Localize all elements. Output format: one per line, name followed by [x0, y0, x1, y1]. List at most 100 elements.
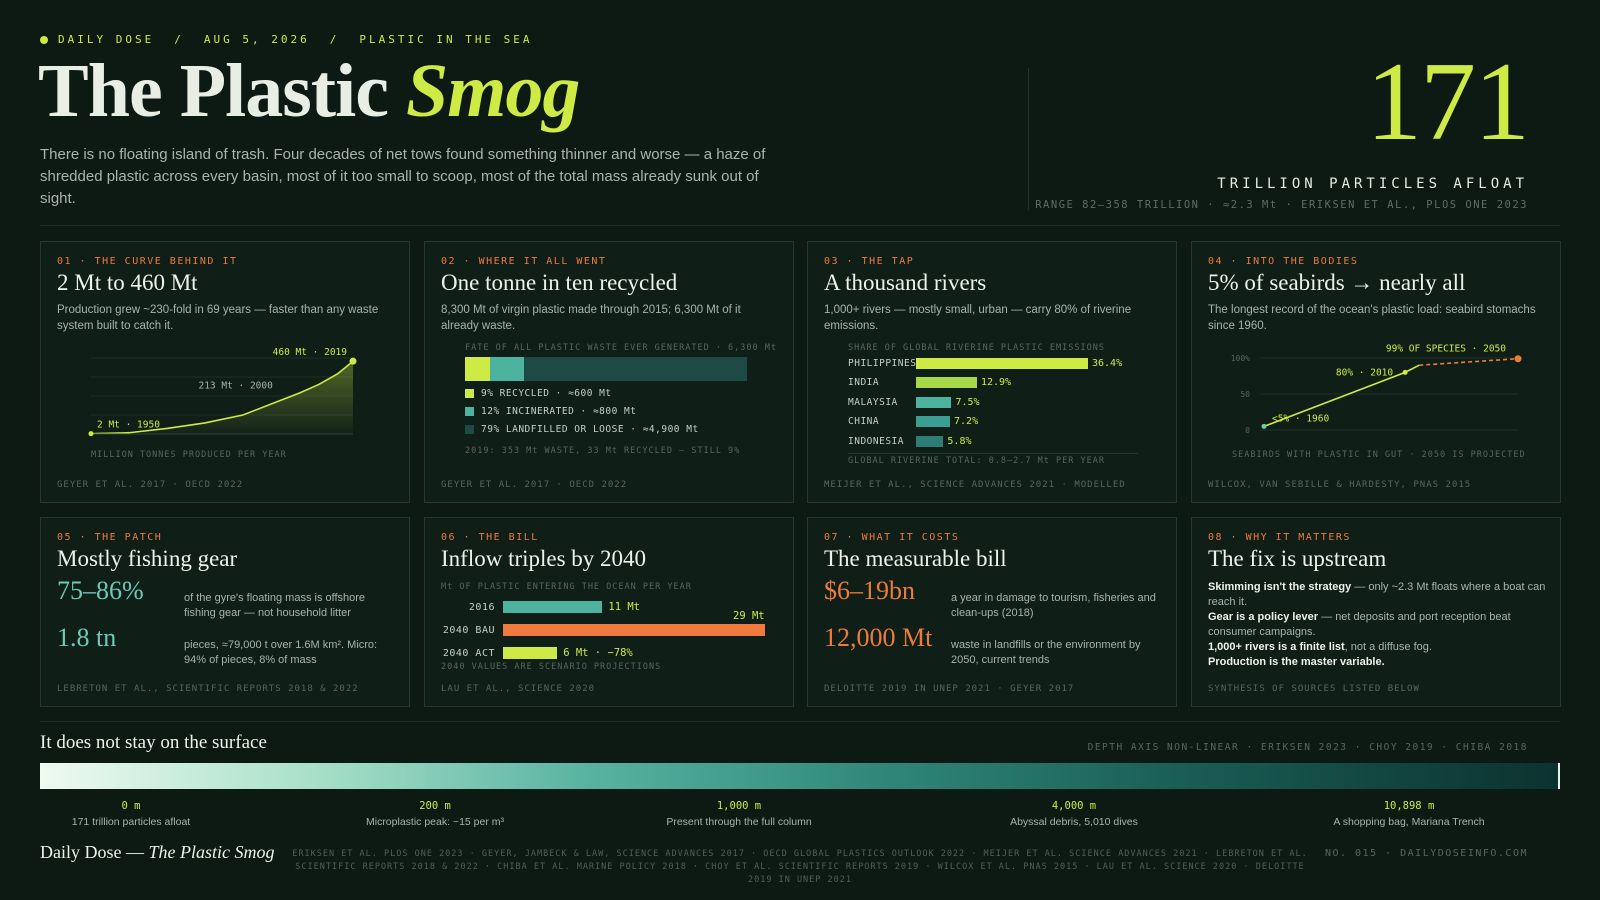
bar-row: 2016 11 Mt [441, 600, 640, 614]
legend-item: 79% LANDFILLED OR LOOSE · ≈4,900 Mt [465, 424, 699, 435]
card-source: GEYER ET AL. 2017 · OECD 2022 [441, 480, 628, 490]
bar-label: MALAYSIA [848, 396, 898, 408]
depth-tick: 1,000 m Present through the full column [666, 800, 812, 828]
card-rivers: 03 · THE TAP A thousand rivers 1,000+ ri… [807, 241, 1177, 503]
bar-label: CHINA [848, 416, 880, 427]
stat-desc: of the gyre's floating mass is offshore … [184, 592, 366, 619]
legend-item: 12% INCINERATED · ≈800 Mt [465, 406, 637, 417]
bar-label: 2016 [468, 601, 495, 613]
chart-note: 2019: 353 Mt WASTE, 33 Mt RECYCLED — STI… [465, 446, 741, 456]
footer-brand: Daily Dose — The Plastic Smog [40, 842, 275, 862]
card-bill: 06 · THE BILL Inflow triples by 2040 Mt … [424, 517, 794, 707]
chart-note: 2040 VALUES ARE SCENARIO PROJECTIONS [441, 662, 662, 672]
bar-row: PHILIPPINES 36.4% [848, 357, 1122, 369]
stat-desc: pieces, ≈79,000 t over 1.6M km². Micro: … [184, 639, 378, 666]
kicker-date: AUG 5, 2026 [203, 33, 310, 46]
card-patch: 05 · THE PATCH Mostly fishing gear 75–86… [40, 517, 410, 707]
card-title: 2 Mt to 460 Mt [57, 270, 198, 295]
card-kicker: 07 · WHAT IT COSTS [824, 532, 960, 543]
area-fill [91, 361, 353, 434]
axis-label: SEABIRDS WITH PLASTIC IN GUT · 2050 IS P… [1232, 450, 1526, 460]
annotation: 80% · 2010 [1336, 367, 1393, 378]
kicker-separator: / [329, 33, 340, 46]
stack-segment [465, 357, 491, 381]
kicker-series: DAILY DOSE [58, 33, 155, 46]
stat-damage: $6–19bn [824, 576, 915, 605]
depth-title: It does not stay on the surface [40, 732, 267, 753]
title-main: The Plastic [38, 49, 406, 133]
card-kicker: 01 · THE CURVE BEHIND IT [57, 256, 238, 267]
card-seabirds: 04 · INTO THE BODIES 5% of seabirds → ne… [1191, 241, 1561, 503]
depth-gradient [40, 763, 1560, 789]
bar [503, 601, 603, 613]
fate-stacked-bar [465, 357, 747, 381]
annotation: 99% OF SPECIES · 2050 [1386, 344, 1506, 355]
card-title: A thousand rivers [824, 270, 987, 295]
data-point [1402, 369, 1408, 375]
bar-value: 6 Mt · −78% [563, 647, 633, 659]
card-source: LEBRETON ET AL., SCIENTIFIC REPORTS 2018… [57, 684, 359, 694]
hero-number-source: RANGE 82–358 TRILLION · ≈2.3 Mt · ERIKSE… [1035, 199, 1528, 211]
annotation: 2 Mt · 1950 [97, 420, 160, 431]
stack-segment [524, 357, 747, 381]
data-point [349, 357, 357, 365]
card-title: The fix is upstream [1208, 546, 1387, 571]
bar-row: CHINA 7.2% [848, 416, 978, 428]
tick-label: 0 [1245, 426, 1250, 435]
hero-number: 171 [1366, 40, 1530, 164]
seabird-line-chart: 100% 50 0 <5% · 1960 80% · 2010 99% OF SPECIE… [1231, 344, 1522, 435]
depth-tick: 200 m Microplastic peak: ~15 per m³ [365, 800, 504, 828]
bar-value: 36.4% [1092, 357, 1123, 369]
chart-note: GLOBAL RIVERINE TOTAL: 0.8–2.7 Mt PER YE… [848, 456, 1105, 466]
annotation: <5% · 1960 [1272, 413, 1329, 424]
card-fix: 08 · WHY IT MATTERS The fix is upstream … [1191, 517, 1561, 707]
card-kicker: 08 · WHY IT MATTERS [1208, 532, 1351, 543]
area-line [90, 360, 354, 435]
footer-issue: NO. 015 · DAILYDOSEINFO.COM [1324, 848, 1528, 859]
bar-label: PHILIPPINES [848, 357, 917, 369]
point: Gear is a policy lever — net deposits an… [1208, 611, 1511, 638]
card-source: LAU ET AL., SCIENCE 2020 [441, 684, 596, 694]
bar-label: INDONESIA [848, 435, 904, 447]
chart-title: Mt OF PLASTIC ENTERING THE OCEAN PER YEA… [441, 582, 692, 592]
kicker-topic: PLASTIC IN THE SEA [359, 33, 533, 46]
tick-label: 50 [1240, 390, 1250, 399]
data-point [1514, 355, 1522, 363]
legend-label: 12% INCINERATED · ≈800 Mt [481, 406, 637, 417]
card-kicker: 04 · INTO THE BODIES [1208, 256, 1359, 267]
bar-value: 7.5% [955, 396, 980, 408]
axis-label: MILLION TONNES PRODUCED PER YEAR [91, 450, 287, 460]
legend-swatch [465, 389, 474, 398]
live-dot-icon [40, 35, 48, 44]
card-source: GEYER ET AL. 2017 · OECD 2022 [57, 480, 244, 490]
bar-value: 7.2% [954, 416, 979, 427]
bar-value: 11 Mt [608, 601, 640, 613]
stat-desc: a year in damage to tourism, fisheries a… [951, 592, 1156, 619]
card-desc: 8,300 Mt of virgin plastic made through … [441, 304, 741, 332]
card-title: One tonne in ten recycled [441, 270, 678, 295]
card-source: WILCOX, VAN SEBILLE & HARDESTY, PNAS 201… [1208, 480, 1472, 490]
bar-row: MALAYSIA 7.5% [848, 396, 980, 408]
footer-citations: ERIKSEN ET AL. PLOS ONE 2023 · GEYER, JA… [292, 849, 1308, 885]
card-title: Inflow triples by 2040 [441, 546, 647, 571]
bar-row: INDIA 12.9% [848, 377, 1011, 389]
kicker: DAILY DOSE / AUG 5, 2026 / PLASTIC IN TH… [40, 33, 533, 46]
card-title: The measurable bill [824, 546, 1007, 571]
stack-segment [490, 357, 525, 381]
card-desc: 1,000+ rivers — mostly small, urban — ca… [824, 304, 1132, 332]
annotation: 213 Mt · 2000 [198, 380, 273, 391]
annotation: 460 Mt · 2019 [273, 347, 348, 358]
tick-label: 100% [1231, 354, 1250, 363]
bar [916, 377, 977, 388]
bar [503, 624, 765, 636]
bar-value: 5.8% [947, 435, 972, 447]
title-accent: Smog [405, 49, 580, 133]
card-source: DELOITTE 2019 IN UNEP 2021 · GEYER 2017 [824, 684, 1075, 694]
point: 1,000+ rivers is a finite list, not a di… [1208, 641, 1432, 653]
depth-tick: 0 m 171 trillion particles afloat [71, 800, 191, 828]
kicker-separator: / [174, 33, 184, 46]
divider [40, 721, 1560, 722]
card-kicker: 06 · THE BILL [441, 532, 539, 543]
legend-item: 9% RECYCLED · ≈600 Mt [465, 388, 612, 399]
bar [503, 647, 558, 659]
